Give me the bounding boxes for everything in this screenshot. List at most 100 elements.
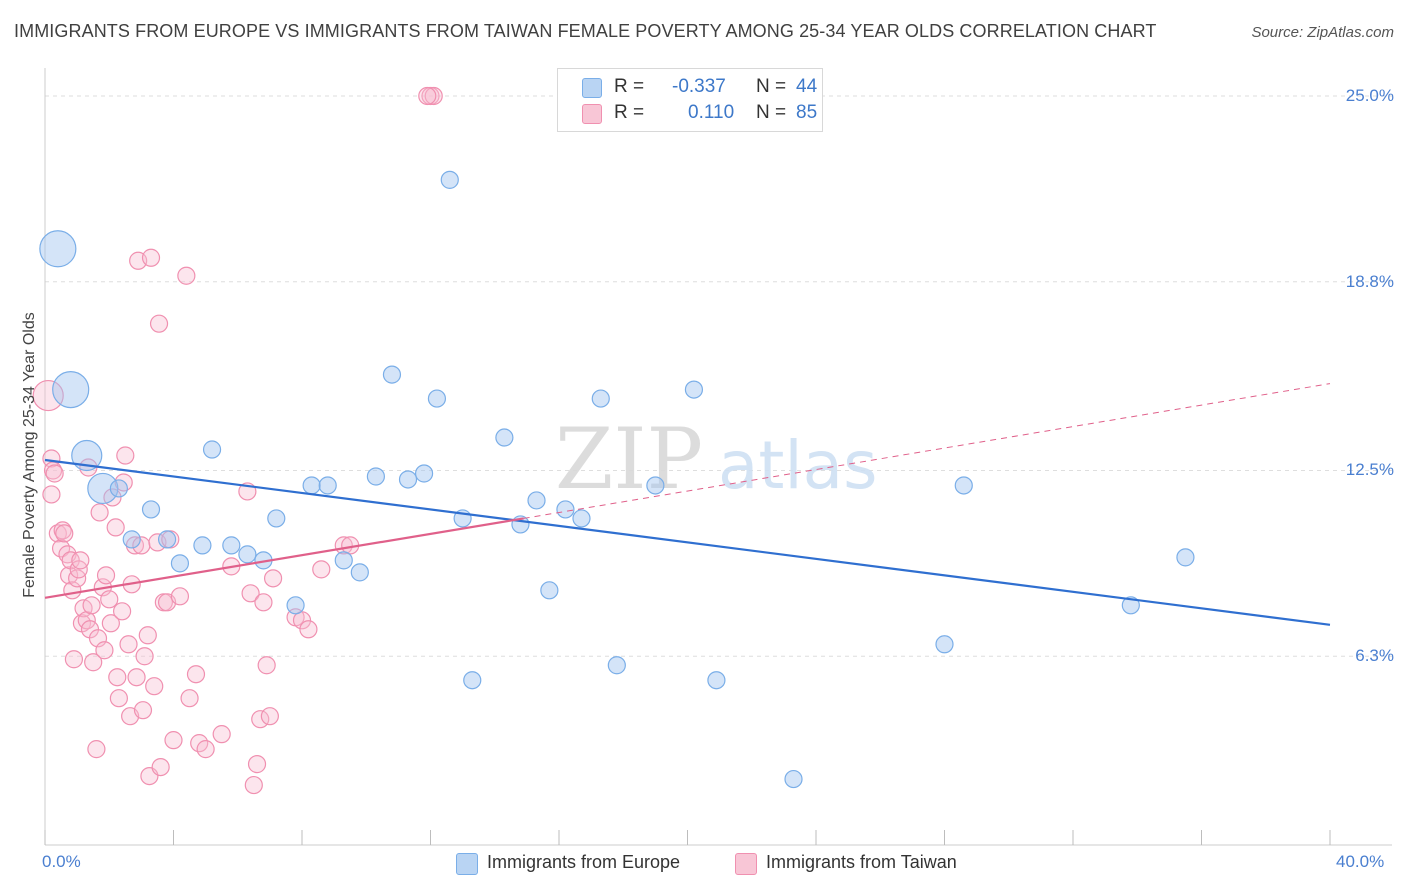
taiwan-point <box>263 569 283 588</box>
europe-point <box>366 467 385 486</box>
taiwan-point <box>55 524 74 543</box>
europe-point <box>157 530 177 549</box>
europe-point <box>52 370 90 409</box>
europe-point <box>527 491 546 510</box>
europe-point <box>71 439 103 472</box>
y-tick-label: 25.0% <box>1345 85 1394 105</box>
europe-point <box>1121 596 1140 615</box>
europe-point <box>222 536 241 555</box>
taiwan-point <box>254 593 273 612</box>
taiwan-point <box>114 473 133 492</box>
europe-point <box>414 464 434 483</box>
bottom-legend-europe-label: Immigrants from Europe <box>487 852 681 872</box>
taiwan-points <box>32 86 443 795</box>
taiwan-point <box>212 725 231 744</box>
taiwan-point <box>418 86 437 106</box>
bottom-legend-swatch-taiwan <box>735 853 757 875</box>
taiwan-point <box>119 635 138 654</box>
taiwan-point <box>96 566 116 585</box>
axes <box>44 68 1392 846</box>
watermark: ZIP atlas <box>555 410 878 508</box>
taiwan-point <box>127 668 146 687</box>
taiwan-point <box>82 596 101 615</box>
europe-point <box>267 509 286 528</box>
europe-point <box>607 656 626 675</box>
taiwan-point <box>244 775 263 795</box>
europe-point <box>646 476 665 495</box>
taiwan-point <box>241 584 260 603</box>
europe-point <box>427 389 447 408</box>
europe-point <box>302 476 321 495</box>
bottom-legend-swatch-europe <box>456 853 478 875</box>
taiwan-point <box>48 524 67 543</box>
taiwan-point <box>112 602 132 621</box>
taiwan-point <box>106 518 125 537</box>
chart-title: IMMIGRANTS FROM EUROPE VS IMMIGRANTS FRO… <box>14 21 1157 41</box>
taiwan-point <box>299 620 318 639</box>
bottom-legend-taiwan-label: Immigrants from Taiwan <box>766 852 957 872</box>
legend-europe-n-value: 44 <box>796 76 818 97</box>
taiwan-point <box>177 266 196 285</box>
taiwan-point <box>101 614 120 633</box>
taiwan-point <box>116 446 135 465</box>
trend-lines <box>44 383 1331 626</box>
europe-point <box>350 563 369 582</box>
taiwan-point <box>138 626 157 645</box>
taiwan-point <box>45 464 64 483</box>
europe-point <box>238 545 257 564</box>
legend-taiwan-n-value: 85 <box>796 102 818 123</box>
taiwan-point <box>164 731 183 750</box>
watermark-zip: ZIP <box>555 410 703 508</box>
taiwan-trend-line-extended <box>523 383 1331 519</box>
taiwan-point <box>108 668 127 687</box>
legend-taiwan-r-label: R = <box>614 102 645 123</box>
europe-trend-line <box>44 458 1331 626</box>
legend-taiwan-n-label: N = <box>756 102 787 123</box>
y-tick-label: 18.8% <box>1345 271 1394 291</box>
x-tick-label-max: 40.0% <box>1336 852 1385 871</box>
europe-point <box>440 170 459 189</box>
taiwan-point <box>84 653 103 672</box>
europe-point <box>591 389 610 408</box>
y-axis-label: Female Poverty Among 25-34 Year Olds <box>21 312 38 598</box>
europe-point <box>784 769 803 789</box>
legend-europe-n-label: N = <box>756 76 787 97</box>
taiwan-point <box>71 551 90 570</box>
europe-point <box>170 554 190 573</box>
europe-point <box>707 671 726 690</box>
europe-point <box>382 365 402 384</box>
taiwan-point <box>312 560 331 579</box>
legend-swatch-europe <box>582 78 602 98</box>
watermark-atlas: atlas <box>718 427 878 504</box>
taiwan-point <box>151 758 170 777</box>
europe-point <box>286 596 305 615</box>
taiwan-trend-line <box>44 517 524 599</box>
taiwan-point <box>53 521 72 540</box>
taiwan-point <box>42 485 61 504</box>
europe-point <box>935 635 954 654</box>
europe-point <box>334 551 353 570</box>
taiwan-point <box>32 379 64 412</box>
source-label: Source: ZipAtlas.com <box>1251 24 1394 41</box>
taiwan-point <box>64 650 84 669</box>
europe-point <box>684 380 704 399</box>
europe-point <box>556 500 575 519</box>
legend-europe-r-label: R = <box>614 76 645 97</box>
taiwan-point <box>149 314 169 333</box>
taiwan-point <box>260 707 279 726</box>
taiwan-point <box>196 740 215 759</box>
taiwan-point <box>69 560 88 579</box>
europe-points <box>39 170 1195 789</box>
correlation-legend: R = -0.337 N = 44 R = 0.110 N = 85 <box>557 68 823 132</box>
europe-point <box>39 230 77 268</box>
taiwan-point <box>90 503 109 522</box>
x-tick-label-min: 0.0% <box>42 852 81 871</box>
legend-swatch-taiwan <box>582 104 602 124</box>
y-tick-label: 6.3% <box>1355 646 1394 666</box>
taiwan-point <box>257 656 276 675</box>
europe-point <box>495 428 514 447</box>
europe-point <box>1176 548 1195 567</box>
europe-point <box>572 509 591 528</box>
europe-point <box>109 479 128 498</box>
legend-europe-r-value: -0.337 <box>672 76 726 97</box>
